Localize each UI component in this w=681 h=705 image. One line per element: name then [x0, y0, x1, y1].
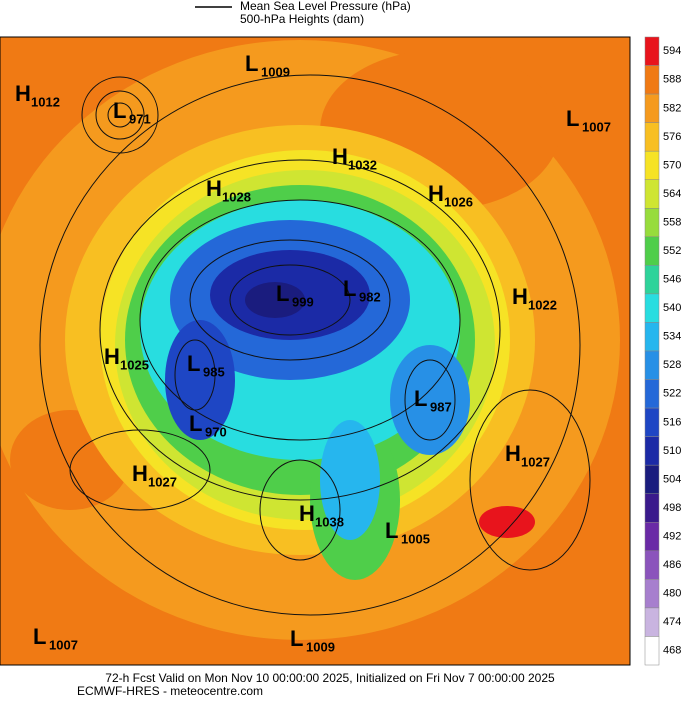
colorbar-label: 528	[663, 359, 681, 371]
colorbar-swatch	[644, 407, 660, 437]
center-pressure: 987	[430, 399, 452, 414]
center-letter: H	[332, 144, 348, 169]
colorbar-label: 492	[663, 530, 681, 542]
center-pressure: 1026	[444, 194, 473, 209]
colorbar-label: 504	[663, 473, 681, 485]
center-letter: L	[290, 626, 303, 651]
colorbar-swatch	[644, 208, 660, 238]
center-letter: L	[385, 518, 398, 543]
colorbar-label: 534	[663, 331, 681, 343]
colorbar-swatch	[644, 65, 660, 95]
colorbar-swatch	[644, 493, 660, 523]
colorbar-label: 522	[663, 388, 681, 400]
colorbar-label: 552	[663, 245, 681, 257]
center-letter: L	[189, 411, 202, 436]
center-letter: L	[245, 51, 258, 76]
center-pressure: 1007	[49, 637, 78, 652]
colorbar-swatch	[644, 322, 660, 352]
colorbar-swatch	[644, 436, 660, 466]
center-letter: L	[414, 386, 427, 411]
height-fill	[320, 420, 380, 540]
center-letter: L	[343, 276, 356, 301]
colorbar-swatch	[644, 522, 660, 552]
center-pressure: 1038	[315, 514, 344, 529]
height-fill	[390, 345, 470, 455]
center-letter: H	[505, 441, 521, 466]
colorbar-swatch	[644, 265, 660, 295]
isobars	[39, 74, 591, 616]
colorbar-label: 480	[663, 588, 681, 600]
center-pressure: 1032	[348, 157, 377, 172]
center-pressure: 1027	[521, 454, 550, 469]
height-fill	[479, 506, 535, 538]
colorbar-label: 582	[663, 102, 681, 114]
center-letter: L	[566, 106, 579, 131]
colorbar-label: 594	[663, 45, 681, 57]
center-pressure: 1009	[261, 64, 290, 79]
colorbar-swatch	[644, 293, 660, 323]
center-letter: L	[187, 351, 200, 376]
center-letter: L	[113, 98, 126, 123]
height-fill	[165, 320, 235, 440]
colorbar-swatch	[644, 179, 660, 209]
center-pressure: 1028	[222, 189, 251, 204]
colorbar-label: 486	[663, 559, 681, 571]
colorbar-label: 510	[663, 445, 681, 457]
colorbar-swatch	[644, 464, 660, 494]
colorbar-swatch	[644, 379, 660, 409]
center-pressure: 1012	[31, 94, 60, 109]
colorbar-label: 516	[663, 416, 681, 428]
map-border	[0, 36, 631, 666]
legend-pressure: Mean Sea Level Pressure (hPa)	[240, 0, 411, 13]
colorbar-swatch	[644, 579, 660, 609]
center-letter: L	[276, 281, 289, 306]
footer-valid: 72-h Fcst Valid on Mon Nov 10 00:00:00 2…	[105, 671, 555, 685]
legend-heights: 500-hPa Heights (dam)	[240, 12, 364, 26]
colorbar-swatch	[644, 350, 660, 380]
colorbar-swatch	[644, 636, 660, 666]
colorbar-label: 474	[663, 616, 681, 628]
colorbar-label: 588	[663, 74, 681, 86]
center-pressure: 1005	[401, 531, 430, 546]
center-pressure: 970	[205, 424, 227, 439]
footer-source: ECMWF-HRES - meteocentre.com	[77, 684, 263, 698]
center-pressure: 1022	[528, 297, 557, 312]
center-letter: H	[132, 461, 148, 486]
center-letter: H	[428, 181, 444, 206]
colorbar-swatch	[644, 122, 660, 152]
colorbar-label: 576	[663, 131, 681, 143]
colorbar-label: 570	[663, 159, 681, 171]
colorbar-swatch	[644, 550, 660, 580]
colorbar-label: 498	[663, 502, 681, 514]
map	[0, 36, 631, 666]
center-letter: H	[299, 501, 315, 526]
colorbar-swatch	[644, 150, 660, 180]
center-pressure: 1009	[306, 639, 335, 654]
center-letter: H	[104, 344, 120, 369]
center-pressure: 982	[359, 289, 381, 304]
center-letter: H	[15, 81, 31, 106]
colorbar-swatch	[644, 607, 660, 637]
colorbar-swatch	[644, 236, 660, 266]
center-letter: H	[512, 284, 528, 309]
height-fill	[245, 282, 305, 318]
colorbar-swatch	[644, 93, 660, 123]
colorbar-label: 540	[663, 302, 681, 314]
colorbar-swatch	[644, 36, 660, 66]
colorbar-label: 558	[663, 216, 681, 228]
center-pressure: 1007	[582, 119, 611, 134]
center-pressure: 999	[292, 294, 314, 309]
center-pressure: 971	[129, 111, 151, 126]
colorbar: 594 588 582 576 570 564 558 552 546 540 534 528 522 5…	[644, 36, 681, 666]
center-pressure: 985	[203, 364, 225, 379]
center-pressure: 1025	[120, 357, 149, 372]
colorbar-label: 468	[663, 645, 681, 657]
colorbar-label: 546	[663, 274, 681, 286]
center-letter: H	[206, 176, 222, 201]
center-pressure: 1027	[148, 474, 177, 489]
center-letter: L	[33, 624, 46, 649]
colorbar-label: 564	[663, 188, 681, 200]
